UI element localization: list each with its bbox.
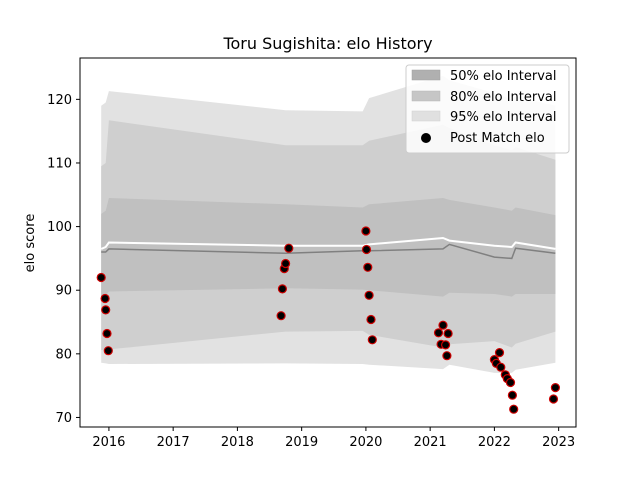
- x-tick-label: 2020: [349, 435, 382, 450]
- y-axis-label: elo score: [23, 214, 38, 273]
- post-match-point-1: [100, 293, 110, 304]
- post-match-point-31: [548, 394, 559, 404]
- post-match-point-9: [284, 243, 294, 253]
- post-match-point-32: [550, 383, 561, 393]
- post-match-point-8: [281, 258, 291, 269]
- mean-elo-line: [100, 236, 556, 250]
- legend-swatch-50: [411, 69, 441, 81]
- post-match-point-3: [102, 328, 112, 339]
- post-match-points: [96, 226, 561, 414]
- legend-swatch-95: [411, 110, 441, 122]
- y-axis: 70 80 90 100 110 120: [47, 93, 80, 426]
- legend-label-95: 95% elo Interval: [450, 110, 557, 125]
- x-tick-label: 2017: [157, 435, 190, 450]
- y-tick-label: 120: [47, 93, 72, 108]
- x-axis: 2016 2017 2018 2019 2020 2021 2022 2023: [92, 427, 575, 450]
- legend-label-80: 80% elo Interval: [450, 90, 557, 105]
- post-match-point-11: [361, 244, 372, 255]
- post-match-point-21: [443, 328, 453, 339]
- legend-label-50: 50% elo Interval: [450, 69, 557, 84]
- legend-label-post-match: Post Match elo: [450, 131, 545, 146]
- y-tick-label: 80: [55, 347, 72, 362]
- post-match-point-12: [363, 262, 373, 272]
- post-match-point-15: [367, 335, 377, 345]
- post-match-point-14: [366, 314, 376, 325]
- post-match-point-28: [505, 377, 516, 388]
- post-match-point-0: [96, 272, 106, 283]
- legend-frame: [405, 64, 570, 154]
- post-match-point-20: [442, 351, 452, 361]
- post-match-point-16: [433, 328, 444, 338]
- x-tick-label: 2018: [221, 435, 254, 450]
- chart-title: Toru Sugishita: elo History: [222, 34, 432, 53]
- post-match-point-5: [276, 311, 286, 321]
- post-match-point-18: [438, 320, 448, 330]
- post-match-point-6: [277, 284, 287, 294]
- legend: 50% elo Interval 80% elo Interval 95% el…: [405, 64, 570, 154]
- post-match-point-2: [101, 305, 111, 315]
- x-tick-label: 2016: [92, 435, 125, 450]
- post-match-point-4: [103, 346, 113, 356]
- legend-swatch-80: [411, 90, 441, 102]
- post-match-point-30: [509, 404, 519, 414]
- y-tick-label: 90: [55, 284, 72, 299]
- y-tick-label: 110: [47, 156, 72, 171]
- x-tick-label: 2022: [478, 435, 511, 450]
- x-tick-label: 2023: [542, 435, 575, 450]
- median-elo-line: [101, 243, 556, 260]
- post-match-point-24: [494, 348, 505, 358]
- band-50-interval: [101, 198, 556, 297]
- axes-frame: [79, 57, 577, 428]
- y-tick-label: 70: [55, 411, 72, 426]
- post-match-point-29: [507, 390, 518, 400]
- post-match-point-13: [364, 290, 374, 300]
- x-tick-label: 2021: [414, 435, 447, 450]
- y-tick-label: 100: [47, 220, 72, 235]
- post-match-point-19: [441, 340, 451, 350]
- legend-marker-post-match: [421, 133, 431, 143]
- post-match-point-10: [361, 226, 371, 236]
- x-tick-label: 2019: [285, 435, 318, 450]
- post-match-point-25: [496, 362, 506, 372]
